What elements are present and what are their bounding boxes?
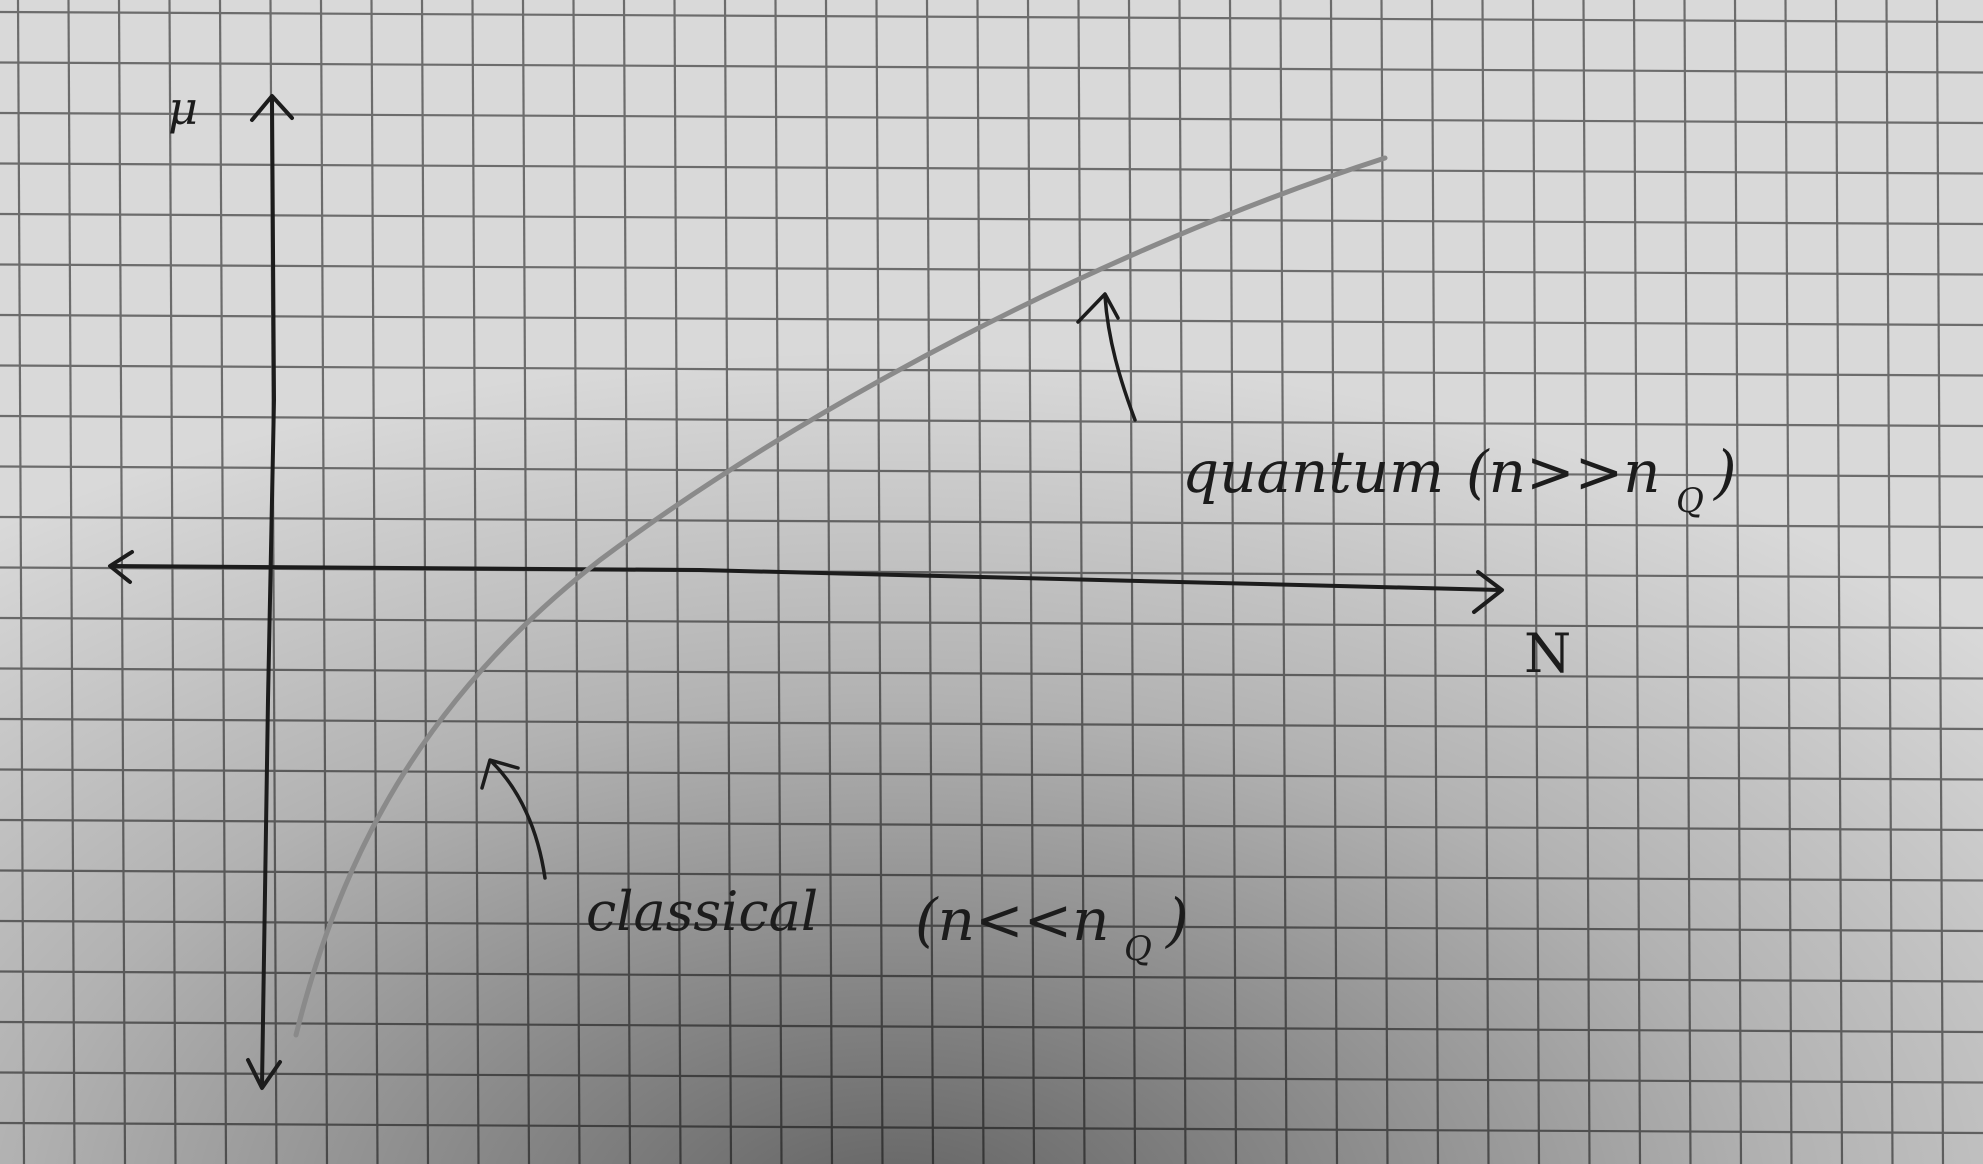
- quantum-pointer-arrowhead: [1076, 292, 1120, 324]
- quantum-annotation: quantum (n>>n Q ): [1182, 438, 1737, 521]
- x-axis-label: N: [1524, 622, 1571, 685]
- classical-label: classical: [586, 880, 818, 943]
- y-axis-down-arrowhead: [246, 1058, 282, 1090]
- annotation-arrows: [480, 292, 1137, 880]
- x-axis-line: [110, 564, 1502, 592]
- classical-condition-subscript: Q: [1124, 929, 1152, 969]
- y-axis-line: [260, 98, 276, 1087]
- quantum-condition: (n>>n: [1466, 438, 1661, 506]
- axes: [108, 94, 1504, 1090]
- classical-condition-close: ): [1164, 886, 1189, 954]
- chemical-potential-curve: [293, 155, 1388, 1038]
- classical-annotation: classical (n<<n Q ): [586, 880, 1189, 969]
- quantum-label: quantum: [1182, 438, 1444, 506]
- classical-pointer-arrow: [490, 760, 547, 880]
- x-axis-left-arrowhead: [108, 550, 134, 584]
- classical-condition: (n<<n: [915, 886, 1110, 954]
- quantum-condition-close: ): [1712, 438, 1737, 506]
- y-axis-label: μ: [168, 81, 198, 135]
- quantum-condition-subscript: Q: [1676, 481, 1704, 521]
- x-axis-right-arrowhead: [1472, 570, 1504, 614]
- classical-pointer-arrowhead: [480, 758, 520, 790]
- quantum-pointer-arrow: [1103, 294, 1137, 422]
- y-axis-up-arrowhead: [250, 94, 294, 122]
